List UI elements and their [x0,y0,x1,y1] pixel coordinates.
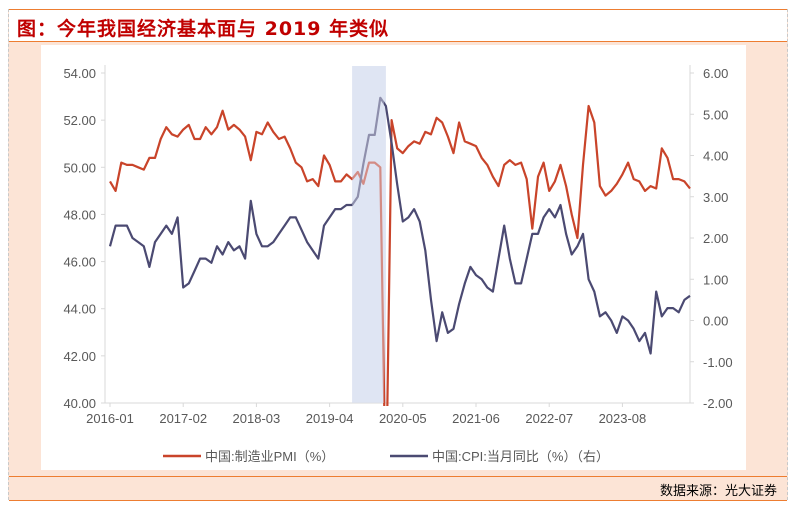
x-tick-label: 2019-04 [306,411,354,426]
right-tick-label: 6.00 [703,66,728,81]
right-tick-label: 2.00 [703,231,728,246]
right-tick-label: -1.00 [703,355,733,370]
left-tick-label: 50.00 [63,160,96,175]
x-tick-label: 2022-07 [525,411,573,426]
right-tick-label: 4.00 [703,149,728,164]
left-tick-label: 54.00 [63,66,96,81]
highlight-overlay [352,66,384,403]
right-tick-label: 0.00 [703,314,728,329]
legend-label-cpi: 中国:CPI:当月同比（%）（右） [432,449,609,464]
series-line-cpi [108,96,691,355]
chart-panel [41,45,746,470]
title-bar: 图：今年我国经济基本面与 2019 年类似 [9,9,787,42]
left-tick-label: 52.00 [63,113,96,128]
x-tick-label: 2023-08 [599,411,647,426]
x-tick-label: 2016-01 [86,411,134,426]
figure-frame: 图：今年我国经济基本面与 2019 年类似 数据来源：光大证券 [8,9,788,501]
left-tick-label: 48.00 [63,207,96,222]
left-tick-label: 46.00 [63,255,96,270]
footer-bar: 数据来源：光大证券 [9,476,787,501]
highlight-band [352,66,386,403]
x-tick-label: 2018-03 [233,411,281,426]
legend-label-pmi: 中国:制造业PMI（%） [205,449,334,464]
left-tick-label: 40.00 [63,396,96,411]
x-tick-label: 2020-05 [379,411,427,426]
data-source: 数据来源：光大证券 [659,484,777,499]
right-tick-label: -2.00 [703,396,733,411]
left-tick-label: 44.00 [63,302,96,317]
right-tick-label: 1.00 [703,272,728,287]
right-tick-label: 5.00 [703,107,728,122]
x-tick-label: 2021-06 [452,411,500,426]
figure-title: 图：今年我国经济基本面与 2019 年类似 [17,18,390,40]
left-tick-label: 42.00 [63,349,96,364]
x-tick-label: 2017-02 [159,411,207,426]
right-tick-label: 3.00 [703,190,728,205]
series-line-pmi [109,104,691,406]
